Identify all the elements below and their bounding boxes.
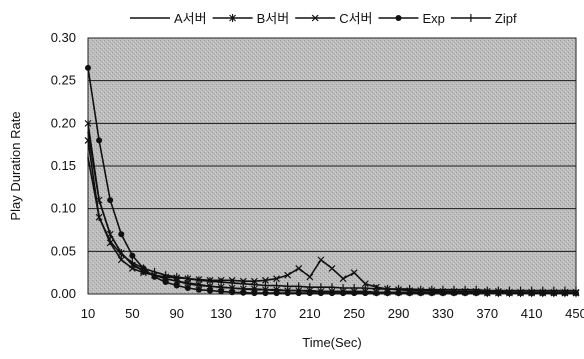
x-tick-label: 210 bbox=[299, 306, 321, 321]
data-point bbox=[317, 256, 325, 264]
data-point bbox=[207, 287, 213, 294]
legend-label: C서버 bbox=[339, 11, 372, 26]
data-point bbox=[395, 290, 402, 297]
legend-item: Zipf bbox=[450, 11, 517, 26]
data-point bbox=[295, 264, 303, 272]
x-tick-label: 130 bbox=[210, 306, 232, 321]
data-point bbox=[361, 280, 369, 288]
data-point bbox=[129, 252, 136, 259]
data-point bbox=[107, 197, 114, 204]
data-point bbox=[173, 282, 180, 289]
data-point bbox=[229, 289, 236, 296]
data-point bbox=[195, 286, 202, 293]
data-point bbox=[85, 64, 91, 71]
legend-marker bbox=[311, 14, 319, 22]
y-axis-label: Play Duration Rate bbox=[8, 111, 23, 220]
data-point bbox=[340, 290, 347, 297]
x-tick-label: 170 bbox=[255, 306, 277, 321]
data-point bbox=[262, 276, 269, 284]
legend: A서버 B서버 C서버 Exp Zipf bbox=[130, 11, 517, 26]
data-point bbox=[306, 290, 313, 297]
data-point bbox=[329, 290, 335, 297]
x-axis-ticks: 10 50 90 130 170 210 250 290 330 370 410 450 bbox=[81, 306, 584, 321]
data-point bbox=[96, 137, 103, 144]
data-point bbox=[339, 275, 347, 283]
x-tick-label: 410 bbox=[521, 306, 543, 321]
data-point bbox=[262, 290, 269, 297]
data-point bbox=[328, 264, 336, 272]
legend-label: Exp bbox=[423, 11, 445, 26]
data-point bbox=[118, 231, 125, 238]
data-point bbox=[295, 290, 302, 297]
legend-label: A서버 bbox=[174, 11, 207, 26]
x-tick-label: 450 bbox=[565, 306, 584, 321]
legend-label: Zipf bbox=[495, 11, 517, 26]
data-point bbox=[350, 269, 358, 277]
y-tick-label: 0.00 bbox=[51, 286, 76, 301]
data-point bbox=[406, 290, 413, 297]
x-tick-label: 330 bbox=[432, 306, 454, 321]
grid-lines bbox=[88, 80, 576, 252]
data-point bbox=[362, 290, 369, 297]
data-point bbox=[284, 271, 292, 279]
y-tick-label: 0.30 bbox=[51, 30, 76, 45]
data-point bbox=[317, 290, 324, 297]
legend-label: B서버 bbox=[257, 11, 290, 26]
data-point bbox=[184, 285, 191, 292]
data-point bbox=[84, 119, 92, 128]
data-point bbox=[84, 136, 92, 144]
x-tick-label: 290 bbox=[388, 306, 410, 321]
series-layer bbox=[84, 64, 580, 298]
x-tick-label: 10 bbox=[81, 306, 95, 321]
legend-marker bbox=[229, 14, 236, 22]
data-point bbox=[240, 289, 247, 296]
data-point bbox=[306, 273, 314, 281]
data-point bbox=[151, 273, 158, 280]
y-tick-label: 0.10 bbox=[51, 201, 76, 216]
data-point bbox=[384, 290, 391, 297]
data-point bbox=[373, 290, 380, 297]
x-tick-label: 250 bbox=[343, 306, 365, 321]
data-point bbox=[351, 290, 358, 297]
data-point bbox=[117, 256, 125, 264]
series-Zipf bbox=[87, 153, 577, 295]
legend-item: C서버 bbox=[295, 11, 373, 26]
x-axis-label: Time(Sec) bbox=[302, 335, 361, 350]
data-point bbox=[128, 264, 136, 272]
y-tick-label: 0.05 bbox=[51, 243, 76, 258]
legend-item: A서버 bbox=[130, 11, 207, 26]
x-tick-label: 90 bbox=[169, 306, 183, 321]
legend-item: B서버 bbox=[212, 11, 290, 26]
y-tick-label: 0.15 bbox=[51, 158, 76, 173]
y-tick-label: 0.25 bbox=[51, 73, 76, 88]
data-point bbox=[218, 288, 225, 295]
x-tick-label: 50 bbox=[125, 306, 139, 321]
data-point bbox=[284, 290, 291, 297]
data-point bbox=[251, 290, 258, 297]
y-tick-label: 0.20 bbox=[51, 115, 76, 130]
data-point bbox=[273, 275, 280, 283]
data-point bbox=[162, 279, 169, 286]
y-axis-ticks: 0.00 0.05 0.10 0.15 0.20 0.25 0.30 bbox=[51, 30, 76, 301]
x-tick-label: 370 bbox=[476, 306, 498, 321]
legend-item: Exp bbox=[378, 11, 445, 26]
data-point bbox=[273, 290, 280, 297]
legend-marker bbox=[395, 15, 402, 21]
